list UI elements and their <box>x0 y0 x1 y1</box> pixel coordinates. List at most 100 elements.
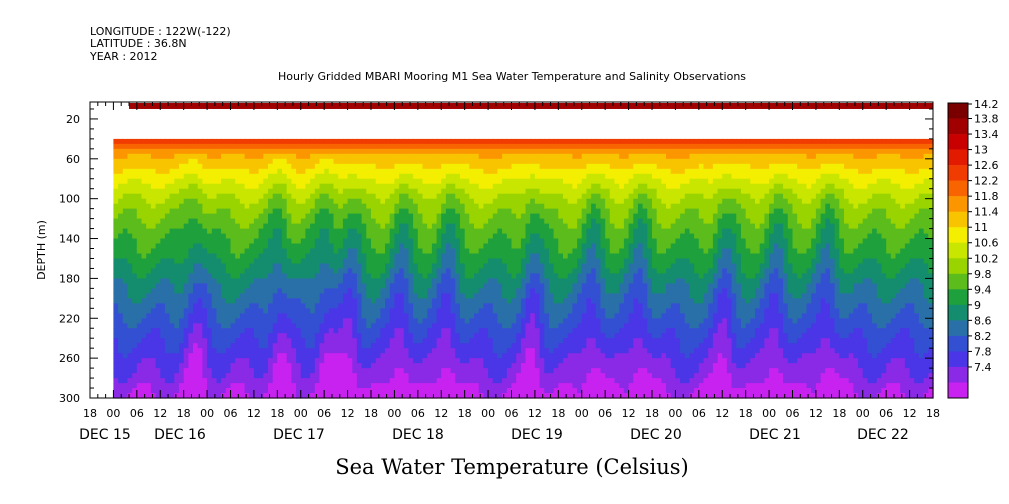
heatmap-cell <box>525 208 531 215</box>
heatmap-cell <box>455 318 461 324</box>
heatmap-cell <box>296 288 302 294</box>
heatmap-cell <box>146 343 152 349</box>
heatmap-cell <box>221 373 227 379</box>
heatmap-cell <box>118 233 124 240</box>
heatmap-cell <box>253 378 260 384</box>
heatmap-cell <box>347 308 353 314</box>
heatmap-cell <box>361 208 367 215</box>
heatmap-cell <box>408 233 414 240</box>
heatmap-cell <box>469 238 475 245</box>
heatmap-cell <box>310 138 316 145</box>
heatmap-cell <box>286 353 292 359</box>
heatmap-cell <box>146 363 152 369</box>
heatmap-cell <box>179 248 185 255</box>
heatmap-cell <box>310 223 316 230</box>
heatmap-cell <box>225 148 232 155</box>
heatmap-cell <box>506 243 513 250</box>
heatmap-cell <box>455 323 461 329</box>
heatmap-cell <box>291 198 297 205</box>
heatmap-cell <box>319 278 325 284</box>
heatmap-cell <box>361 388 367 394</box>
heatmap-cell <box>268 373 274 379</box>
heatmap-cell <box>188 173 194 180</box>
heatmap-cell <box>328 268 335 274</box>
heatmap-cell <box>506 313 513 319</box>
heatmap-cell <box>492 188 499 195</box>
heatmap-cell <box>333 213 339 220</box>
heatmap-cell <box>197 248 203 255</box>
heatmap-cell <box>319 298 325 304</box>
heatmap-cell <box>525 213 531 220</box>
heatmap-cell <box>455 353 461 359</box>
heatmap-cell <box>455 298 461 304</box>
heatmap-cell <box>431 353 438 359</box>
heatmap-cell <box>272 373 278 379</box>
heatmap-cell <box>478 188 484 195</box>
heatmap-cell <box>277 233 283 240</box>
heatmap-cell <box>272 283 278 289</box>
heatmap-cell <box>179 148 185 155</box>
heatmap-cell <box>553 283 559 289</box>
heatmap-cell <box>342 238 349 245</box>
heatmap-cell <box>385 173 391 180</box>
heatmap-cell <box>520 378 527 384</box>
heatmap-cell <box>300 378 307 384</box>
heatmap-cell <box>258 208 264 215</box>
heatmap-cell <box>375 218 381 225</box>
heatmap-cell <box>305 378 311 384</box>
heatmap-cell <box>347 213 353 220</box>
heatmap-cell <box>371 228 377 235</box>
heatmap-cell <box>150 228 157 235</box>
heatmap-cell <box>389 228 395 235</box>
heatmap-cell <box>118 278 124 284</box>
heatmap-cell <box>352 368 358 374</box>
heatmap-cell <box>230 303 236 309</box>
heatmap-cell <box>174 243 180 250</box>
heatmap-cell <box>375 148 381 155</box>
heatmap-cell <box>455 193 461 200</box>
heatmap-cell <box>464 188 470 195</box>
heatmap-cell <box>207 243 213 250</box>
heatmap-cell <box>511 343 517 349</box>
heatmap-cell <box>193 318 199 324</box>
heatmap-cell <box>534 393 541 399</box>
heatmap-cell <box>544 293 550 299</box>
heatmap-cell <box>511 183 517 190</box>
heatmap-cell <box>235 268 241 274</box>
heatmap-cell <box>539 138 545 145</box>
heatmap-cell <box>272 173 278 180</box>
heatmap-cell <box>221 358 227 364</box>
heatmap-cell <box>174 173 180 180</box>
heatmap-cell <box>141 333 147 339</box>
heatmap-cell <box>310 253 316 260</box>
heatmap-cell <box>497 248 503 255</box>
heatmap-cell <box>347 248 353 255</box>
heatmap-cell <box>427 238 433 245</box>
heatmap-cell <box>361 153 367 160</box>
heatmap-cell <box>197 333 203 339</box>
heatmap-cell <box>380 218 386 225</box>
heatmap-cell <box>413 153 419 160</box>
heatmap-cell <box>460 243 466 250</box>
heatmap-cell <box>291 298 297 304</box>
heatmap-cell <box>502 388 508 394</box>
heatmap-cell <box>525 173 531 180</box>
heatmap-cell <box>483 228 489 235</box>
heatmap-cell <box>436 278 442 284</box>
heatmap-cell <box>544 378 550 384</box>
heatmap-cell <box>371 143 377 150</box>
heatmap-cell <box>352 378 358 384</box>
heatmap-cell <box>160 333 166 339</box>
heatmap-cell <box>478 228 484 235</box>
heatmap-cell <box>525 248 531 255</box>
heatmap-cell <box>324 173 330 180</box>
heatmap-cell <box>244 208 250 215</box>
heatmap-cell <box>202 348 208 354</box>
heatmap-cell <box>502 333 508 339</box>
heatmap-cell <box>183 203 189 210</box>
heatmap-cell <box>431 358 438 364</box>
heatmap-cell <box>174 313 180 319</box>
heatmap-cell <box>253 368 260 374</box>
heatmap-cell <box>113 168 119 175</box>
heatmap-cell <box>488 293 494 299</box>
